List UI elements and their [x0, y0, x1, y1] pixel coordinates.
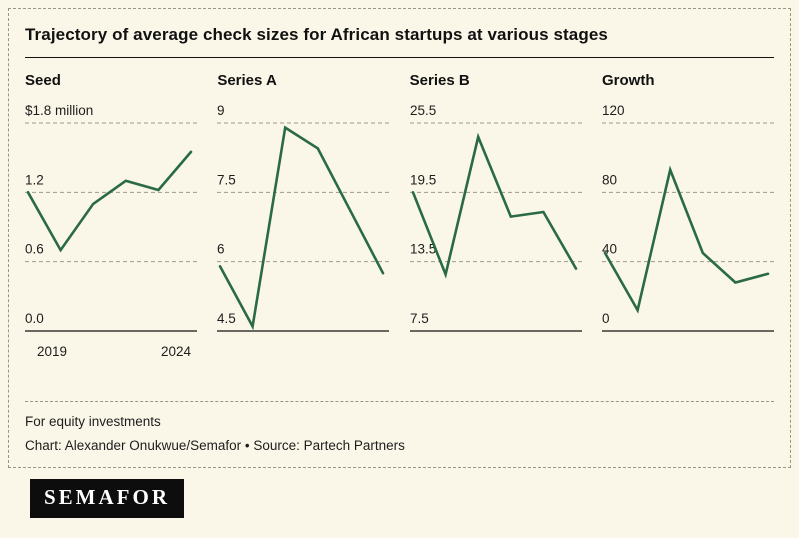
- series-line-series-a: [219, 125, 385, 331]
- panel-series-b: Series B 25.5 19.5 13.5 7.5: [409, 70, 582, 363]
- tick-label-series-a: 6: [217, 242, 225, 257]
- x-axis-labels-growth: [602, 339, 774, 363]
- tick-label-seed: 0.6: [25, 242, 44, 257]
- panel-growth: Growth 120 80 40 0: [601, 70, 774, 363]
- tick-label-series-b: 25.5: [410, 103, 436, 118]
- plot-seed: $1.8 million 1.2 0.6 0.0: [25, 103, 197, 332]
- semafor-logo: SEMAFOR: [30, 479, 184, 518]
- tick-label-growth: 80: [602, 172, 617, 187]
- chart-footer: For equity investments Chart: Alexander …: [25, 401, 774, 453]
- footer-credit: Chart: Alexander Onukwue/Semafor • Sourc…: [25, 438, 405, 453]
- title-rule: [25, 57, 774, 58]
- plot-series-a: 9 7.5 6 4.5: [217, 103, 390, 332]
- x-axis-label: 2024: [160, 344, 191, 359]
- panel-title-seed: Seed: [25, 72, 61, 89]
- tick-label-growth: 120: [602, 103, 625, 118]
- footer-note: For equity investments: [25, 414, 161, 429]
- panel-series-a: Series A 9 7.5 6 4.5: [217, 70, 390, 363]
- panel-title-series-b: Series B: [409, 72, 470, 89]
- tick-label-growth: 40: [602, 242, 617, 257]
- tick-label-seed: $1.8 million: [25, 103, 93, 118]
- plot-growth: 120 80 40 0: [601, 103, 774, 332]
- panel-title-series-a: Series A: [217, 72, 277, 89]
- tick-label-growth: 0: [602, 311, 610, 326]
- x-axis-labels-series-b: [410, 339, 582, 363]
- x-axis-labels-seed: 2019 2024: [25, 339, 197, 363]
- tick-label-series-a: 7.5: [217, 172, 236, 187]
- panel-title-growth: Growth: [601, 72, 655, 89]
- tick-label-series-b: 13.5: [410, 242, 436, 257]
- panel-seed: Seed $1.8 million 1.2 0.6 0.0 2019 2024: [25, 70, 197, 363]
- chart-title: Trajectory of average check sizes for Af…: [25, 25, 608, 44]
- tick-label-seed: 0.0: [25, 311, 44, 326]
- x-axis-labels-series-a: [217, 339, 389, 363]
- plot-series-b: 25.5 19.5 13.5 7.5: [409, 103, 582, 332]
- tick-label-series-b: 7.5: [410, 311, 429, 326]
- tick-label-series-b: 19.5: [410, 172, 436, 187]
- series-line-seed: [26, 150, 193, 253]
- chart-card: Trajectory of average check sizes for Af…: [8, 8, 791, 468]
- series-line-growth: [603, 165, 770, 314]
- x-axis-label: 2019: [37, 344, 68, 359]
- tick-label-series-a: 4.5: [217, 311, 236, 326]
- tick-label-series-a: 9: [217, 103, 225, 118]
- tick-label-seed: 1.2: [25, 172, 44, 187]
- series-line-series-b: [411, 132, 577, 279]
- chart-panels: Seed $1.8 million 1.2 0.6 0.0 2019 2024 Series …: [25, 70, 774, 363]
